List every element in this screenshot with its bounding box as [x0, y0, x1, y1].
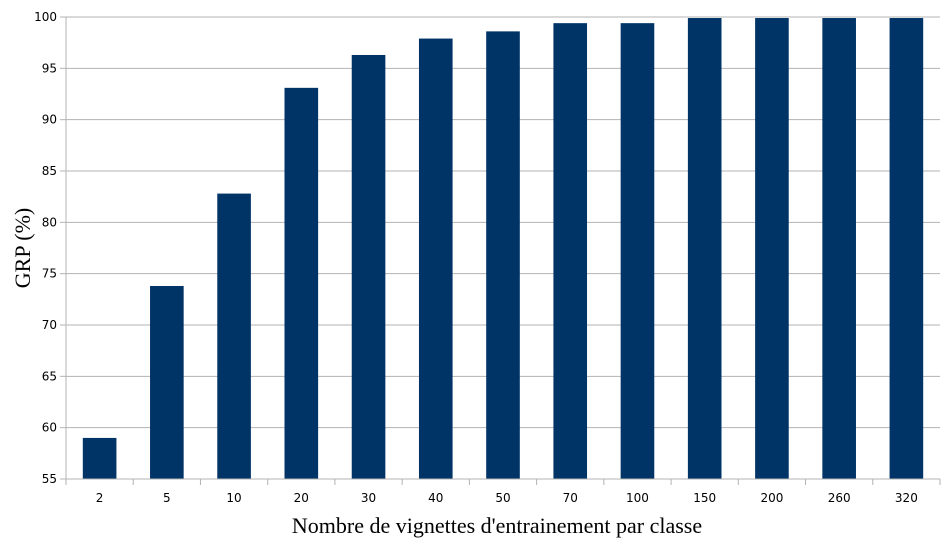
- y-tick-label: 80: [42, 215, 57, 229]
- axes: [60, 16, 941, 485]
- bar-40: [418, 38, 453, 480]
- bar-320: [889, 18, 924, 479]
- bars: [82, 18, 924, 480]
- y-tick-label: 90: [42, 113, 57, 127]
- y-tick-label: 100: [34, 10, 57, 24]
- y-tick-label: 95: [42, 61, 57, 75]
- bar-100: [620, 23, 655, 479]
- bar-150: [687, 18, 722, 479]
- bar-20: [284, 87, 319, 479]
- y-tick-label: 60: [42, 421, 57, 435]
- bar-260: [822, 18, 856, 479]
- bar-50: [486, 31, 520, 480]
- y-tick-label: 70: [42, 318, 57, 332]
- y-tick-label: 65: [42, 369, 57, 383]
- x-tick-label: 40: [428, 491, 443, 505]
- x-tick-label: 5: [163, 491, 171, 505]
- x-tick-label: 260: [828, 491, 851, 505]
- y-tick-label: 85: [42, 164, 57, 178]
- bar-30: [351, 54, 386, 480]
- x-tick-label: 320: [895, 491, 918, 505]
- y-tick-label: 55: [42, 472, 57, 486]
- x-tick-label: 150: [693, 491, 716, 505]
- bar-70: [553, 23, 588, 479]
- bar-2: [82, 437, 117, 479]
- x-tick-label: 200: [760, 491, 783, 505]
- bar-10: [217, 193, 251, 479]
- x-tick-label: 30: [361, 491, 376, 505]
- x-tick-label: 10: [226, 491, 241, 505]
- bar-5: [150, 285, 184, 479]
- y-axis-title: GRP (%): [10, 208, 35, 288]
- x-tick-label: 100: [626, 491, 649, 505]
- x-tick-label: 2: [96, 491, 104, 505]
- bar-200: [755, 18, 789, 479]
- y-tick-label: 75: [42, 267, 57, 281]
- x-tick-label: 50: [495, 491, 510, 505]
- tick-labels: 55 60 65 70 75 80 85 90 95 100 2 5 10 20 30 40 50 70 100 15…: [34, 10, 918, 505]
- x-axis-title: Nombre de vignettes d'entrainement par c…: [292, 513, 702, 538]
- x-tick-label: 70: [563, 491, 578, 505]
- x-tick-label: 20: [294, 491, 309, 505]
